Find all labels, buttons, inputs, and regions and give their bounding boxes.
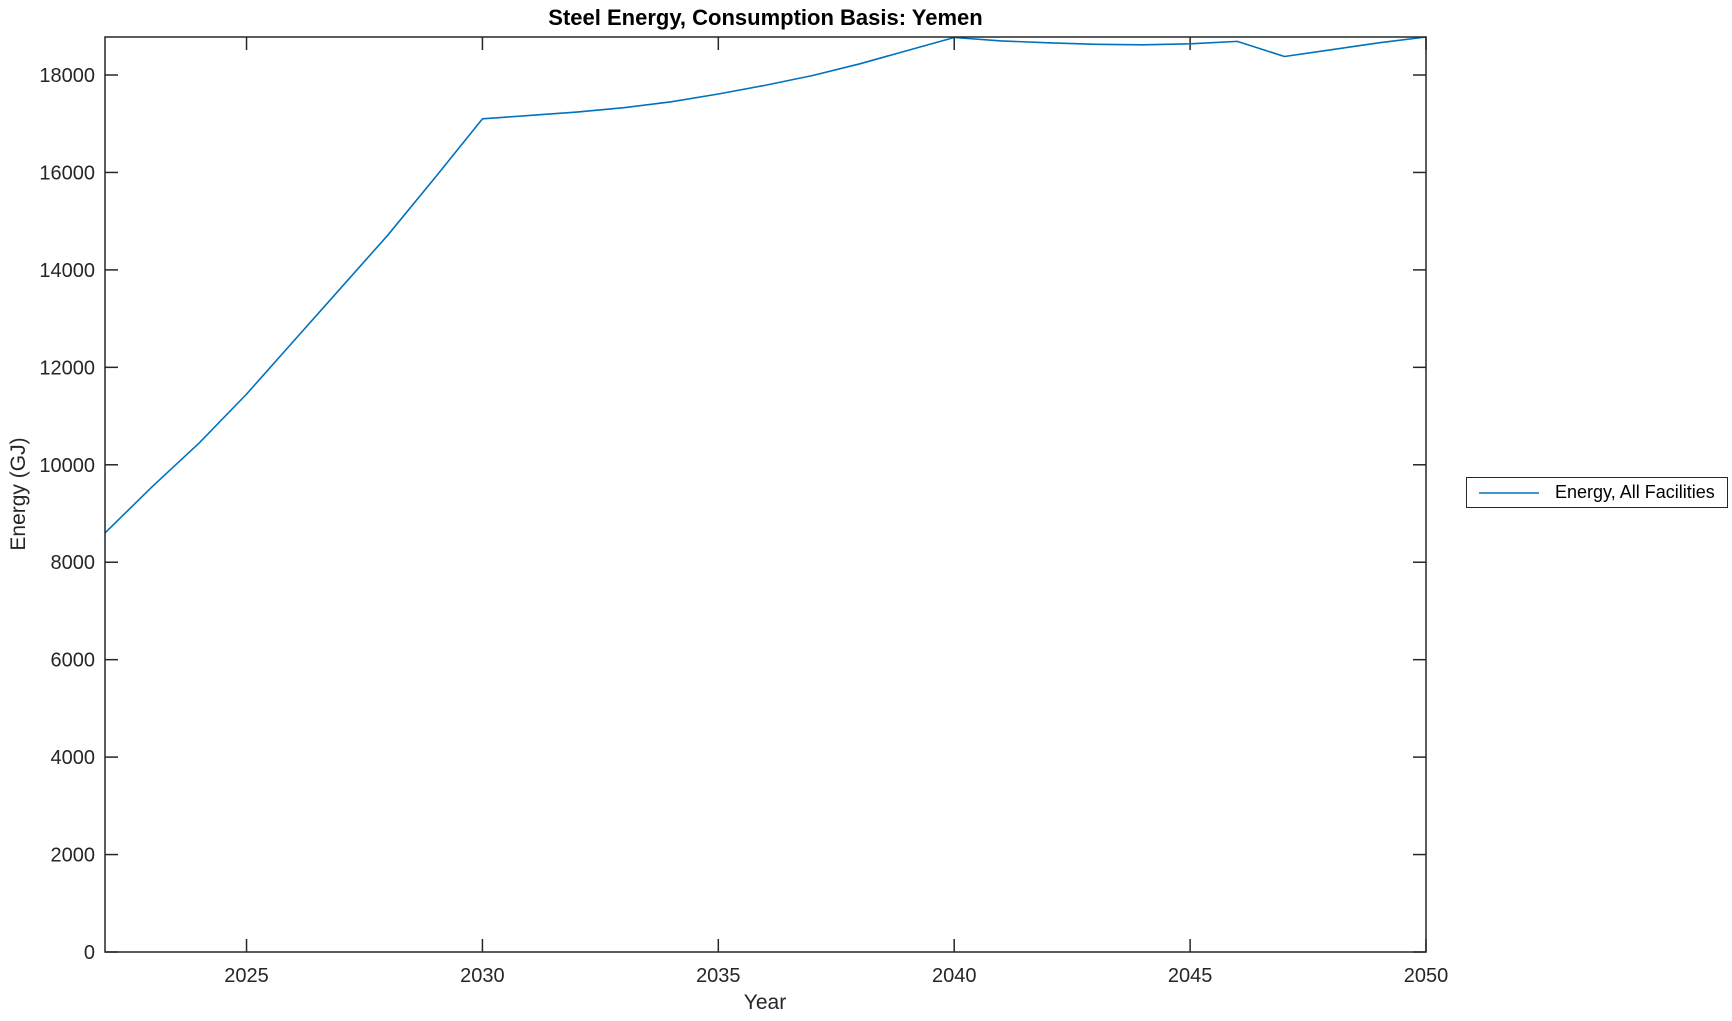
- x-axis-label: Year: [743, 991, 787, 1014]
- legend-line-sample-icon: [1479, 491, 1539, 494]
- y-tick-label: 4000: [51, 747, 96, 769]
- x-tick-label: 2030: [460, 965, 505, 987]
- legend-entry-label: Energy, All Facilities: [1555, 482, 1715, 502]
- x-tick-label: 2035: [696, 965, 741, 987]
- y-tick-label: 8000: [51, 552, 96, 574]
- y-tick-label: 0: [84, 942, 95, 964]
- y-tick-label: 10000: [39, 455, 95, 477]
- y-tick-label: 6000: [51, 650, 96, 672]
- chart-title: Steel Energy, Consumption Basis: Yemen: [548, 5, 983, 30]
- y-tick-label: 18000: [39, 65, 95, 87]
- y-tick-label: 2000: [51, 845, 96, 867]
- y-tick-label: 16000: [39, 162, 95, 184]
- energy-series-line: [104, 36, 1427, 534]
- y-tick-label: 14000: [39, 260, 95, 282]
- x-tick-label: 2025: [224, 965, 269, 987]
- x-tick-label: 2050: [1404, 965, 1449, 987]
- y-tick-label: 12000: [39, 357, 95, 379]
- legend: Energy, All Facilities: [1466, 477, 1728, 508]
- x-tick-label: 2045: [1168, 965, 1213, 987]
- x-tick-label: 2040: [932, 965, 977, 987]
- plot-box: [104, 36, 1427, 953]
